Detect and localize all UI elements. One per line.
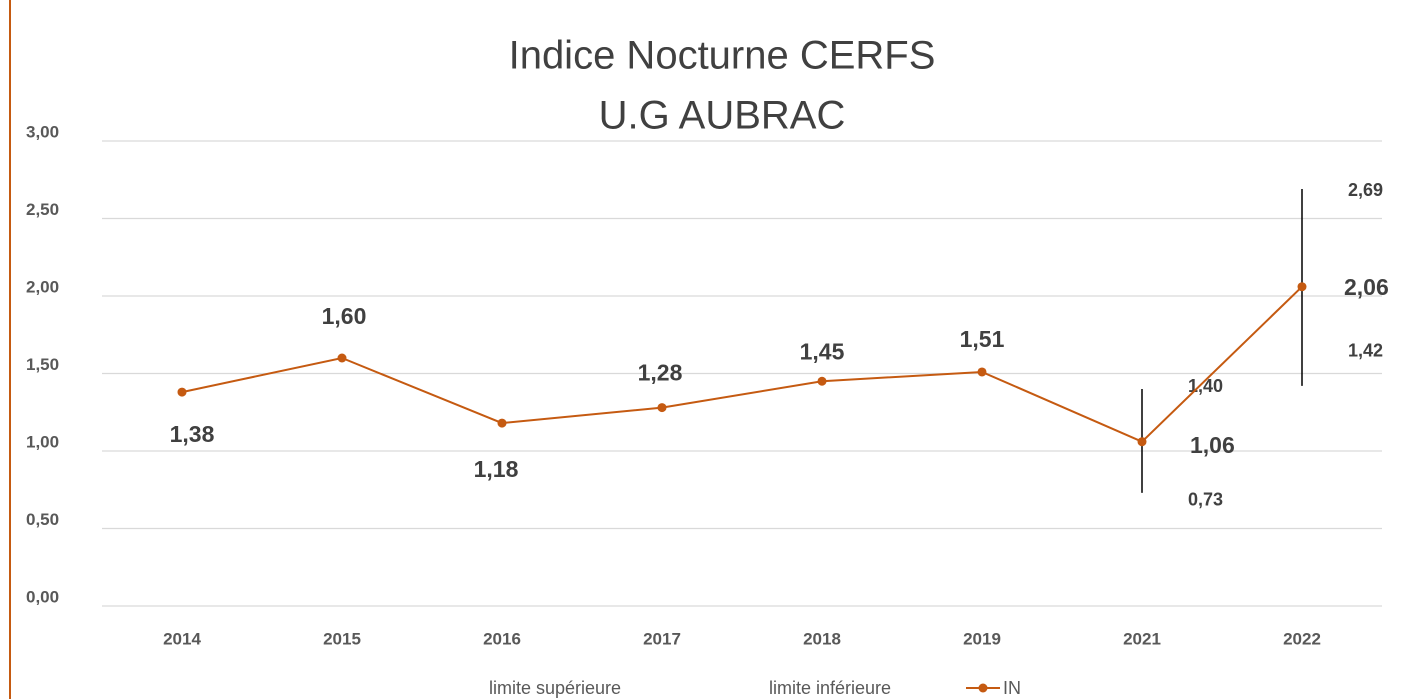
data-label: 1,06 <box>1190 432 1235 458</box>
data-label: 1,18 <box>474 456 519 482</box>
y-tick-label: 2,50 <box>26 200 59 219</box>
y-tick-label: 0,00 <box>26 587 59 606</box>
data-label: 1,28 <box>638 360 683 386</box>
y-tick-label: 0,50 <box>26 510 59 529</box>
data-point <box>817 376 827 386</box>
data-label: 2,06 <box>1344 274 1389 300</box>
x-tick-label: 2017 <box>643 629 681 648</box>
x-tick-label: 2022 <box>1283 629 1321 648</box>
lower-limit-label: 1,42 <box>1348 341 1383 361</box>
data-label: 1,45 <box>800 338 845 364</box>
data-point <box>337 353 347 363</box>
data-label: 1,38 <box>170 421 215 447</box>
x-tick-label: 2019 <box>963 629 1001 648</box>
y-tick-label: 2,00 <box>26 277 59 296</box>
data-label: 1,51 <box>960 326 1005 352</box>
x-tick-label: 2014 <box>163 629 201 648</box>
upper-limit-label: 2,69 <box>1348 180 1383 200</box>
data-point <box>1137 437 1147 447</box>
data-point <box>977 367 987 377</box>
chart-subtitle: U.G AUBRAC <box>599 94 846 138</box>
chart-title: Indice Nocturne CERFS <box>509 34 936 78</box>
legend-label: limite inférieure <box>769 678 891 698</box>
upper-limit-label: 1,40 <box>1188 376 1223 396</box>
y-tick-label: 3,00 <box>26 122 59 141</box>
x-tick-label: 2015 <box>323 629 361 648</box>
y-tick-label: 1,00 <box>26 432 59 451</box>
lower-limit-label: 0,73 <box>1188 490 1223 510</box>
x-tick-label: 2016 <box>483 629 521 648</box>
data-point <box>1297 282 1307 292</box>
data-point <box>497 418 507 428</box>
series-line <box>181 285 1303 443</box>
legend-marker <box>978 683 988 693</box>
data-point <box>177 387 187 397</box>
data-label: 1,60 <box>322 303 367 329</box>
legend-label: limite supérieure <box>489 678 621 698</box>
y-tick-label: 1,50 <box>26 355 59 374</box>
data-point <box>657 403 667 413</box>
x-tick-label: 2021 <box>1123 629 1161 648</box>
legend-label: IN <box>1003 678 1021 698</box>
x-tick-label: 2018 <box>803 629 841 648</box>
